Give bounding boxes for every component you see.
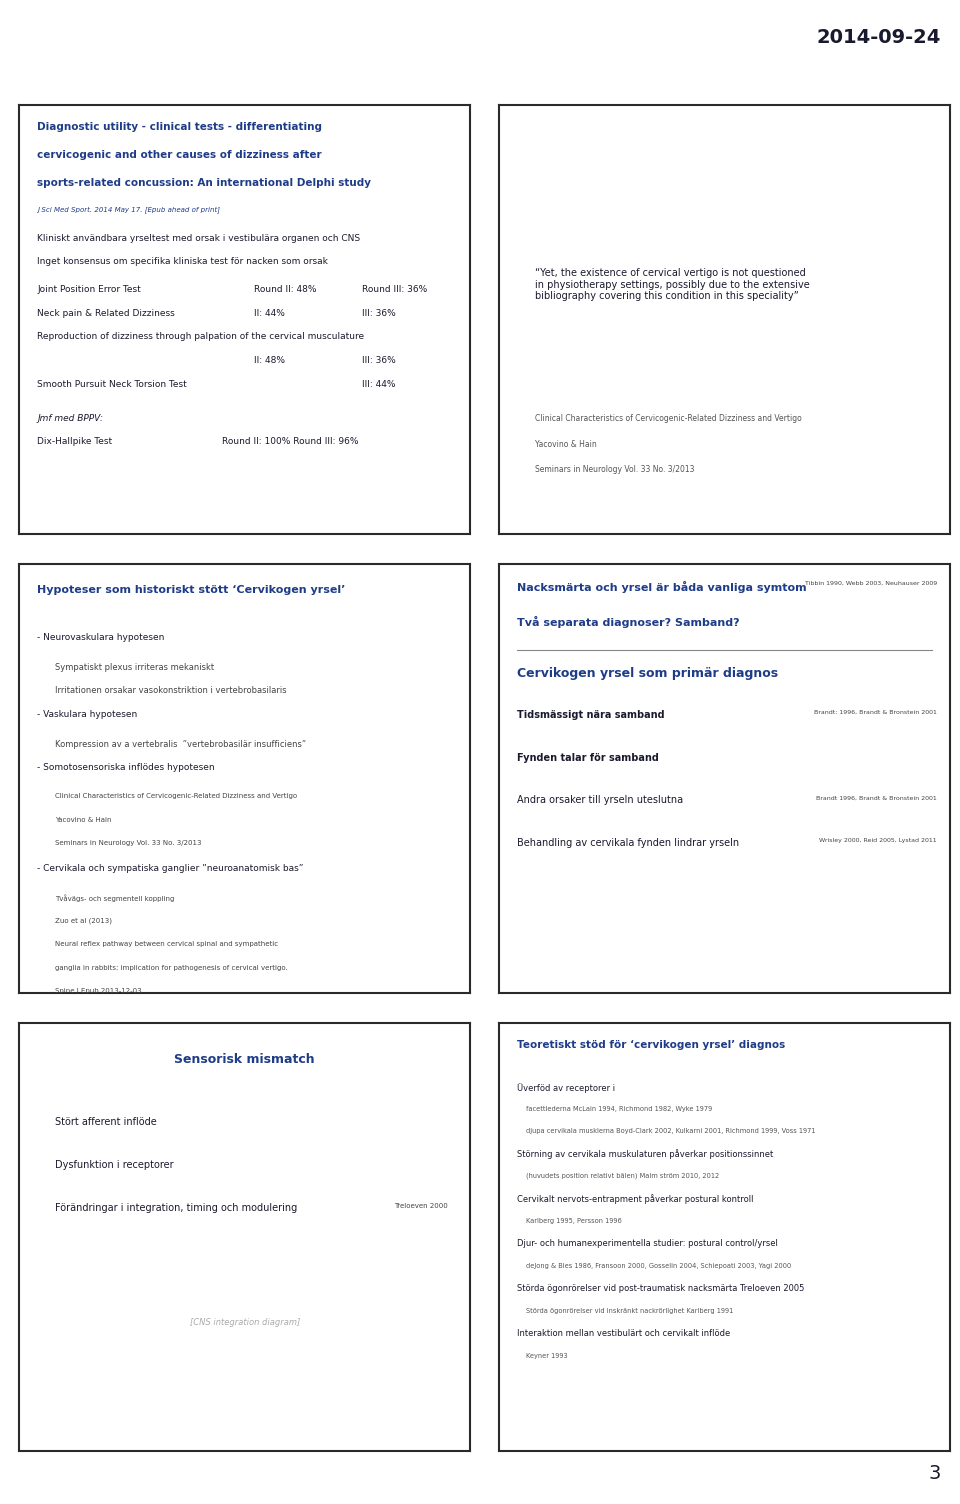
Text: Zuo et al (2013): Zuo et al (2013) (56, 917, 112, 923)
Text: Nacksmärta och yrsel är båda vanliga symtom: Nacksmärta och yrsel är båda vanliga sym… (517, 581, 806, 593)
Text: Treloeven 2000: Treloeven 2000 (395, 1203, 447, 1209)
Text: facettlederna McLain 1994, Richmond 1982, Wyke 1979: facettlederna McLain 1994, Richmond 1982… (526, 1107, 712, 1113)
Text: Fynden talar för samband: Fynden talar för samband (517, 752, 660, 763)
Text: djupa cervikala musklerna Boyd-Clark 2002, Kulkarni 2001, Richmond 1999, Voss 19: djupa cervikala musklerna Boyd-Clark 200… (526, 1128, 816, 1134)
Text: Round II: 100% Round III: 96%: Round II: 100% Round III: 96% (222, 438, 359, 447)
Text: III: 44%: III: 44% (362, 379, 396, 388)
Text: Round II: 48%: Round II: 48% (253, 286, 317, 295)
Text: II: 48%: II: 48% (253, 356, 285, 365)
Text: Keyner 1993: Keyner 1993 (526, 1352, 568, 1358)
Text: Kliniskt användbara yrseltest med orsak i vestibulära organen och CNS: Kliniskt användbara yrseltest med orsak … (37, 235, 360, 242)
Text: ganglia in rabbits: implication for pathogenesis of cervical vertigo.: ganglia in rabbits: implication for path… (56, 964, 288, 970)
Text: Neck pain & Related Dizziness: Neck pain & Related Dizziness (37, 308, 175, 317)
Text: Brandt: 1996, Brandt & Bronstein 2001: Brandt: 1996, Brandt & Bronstein 2001 (814, 710, 937, 714)
Text: Kompression av a vertebralis  ”vertebrobasilär insufficiens”: Kompression av a vertebralis ”vertebroba… (56, 740, 306, 749)
Text: J Sci Med Sport. 2014 May 17. [Epub ahead of print]: J Sci Med Sport. 2014 May 17. [Epub ahea… (37, 206, 220, 214)
Text: III: 36%: III: 36% (362, 308, 396, 317)
Text: Två separata diagnoser? Samband?: Två separata diagnoser? Samband? (517, 615, 740, 627)
Text: Üverföd av receptorer i: Üverföd av receptorer i (517, 1083, 615, 1092)
Text: cervicogenic and other causes of dizziness after: cervicogenic and other causes of dizzine… (37, 150, 322, 161)
Text: Cervikogen yrsel som primär diagnos: Cervikogen yrsel som primär diagnos (517, 666, 779, 680)
Text: Inget konsensus om specifika kliniska test för nacken som orsak: Inget konsensus om specifika kliniska te… (37, 257, 328, 266)
Text: Round III: 36%: Round III: 36% (362, 286, 427, 295)
Text: Yacovino & Hain: Yacovino & Hain (536, 439, 597, 448)
Text: Jmf med BPPV:: Jmf med BPPV: (37, 414, 104, 423)
Text: Seminars in Neurology Vol. 33 No. 3/2013: Seminars in Neurology Vol. 33 No. 3/2013 (56, 841, 202, 847)
Text: Wrisley 2000, Reid 2005, Lystad 2011: Wrisley 2000, Reid 2005, Lystad 2011 (819, 838, 937, 844)
Text: (huvudets position relativt bälen) Malm ström 2010, 2012: (huvudets position relativt bälen) Malm … (526, 1173, 720, 1179)
Text: - Somotosensoriska inflödes hypotesen: - Somotosensoriska inflödes hypotesen (37, 764, 215, 773)
Text: Clinical Characteristics of Cervicogenic-Related Dizziness and Vertigo: Clinical Characteristics of Cervicogenic… (56, 793, 298, 799)
Text: 2014-09-24: 2014-09-24 (816, 29, 941, 47)
Text: Yacovino & Hain: Yacovino & Hain (56, 817, 111, 823)
Text: Stört afferent inflöde: Stört afferent inflöde (56, 1117, 157, 1126)
Text: Karlberg 1995, Persson 1996: Karlberg 1995, Persson 1996 (526, 1218, 622, 1224)
Text: Smooth Pursuit Neck Torsion Test: Smooth Pursuit Neck Torsion Test (37, 379, 187, 388)
Text: Seminars in Neurology Vol. 33 No. 3/2013: Seminars in Neurology Vol. 33 No. 3/2013 (536, 465, 695, 474)
Text: Clinical Characteristics of Cervicogenic-Related Dizziness and Vertigo: Clinical Characteristics of Cervicogenic… (536, 414, 802, 423)
Text: Reproduction of dizziness through palpation of the cervical musculature: Reproduction of dizziness through palpat… (37, 332, 365, 341)
Text: Brandt 1996, Brandt & Bronstein 2001: Brandt 1996, Brandt & Bronstein 2001 (816, 796, 937, 800)
Text: 3: 3 (928, 1465, 941, 1483)
Text: Störda ögonrörelser vid inskränkt nackrörlighet Karlberg 1991: Störda ögonrörelser vid inskränkt nackrö… (526, 1308, 733, 1314)
Text: Interaktion mellan vestibulärt och cervikalt inflöde: Interaktion mellan vestibulärt och cervi… (517, 1330, 731, 1339)
Text: Andra orsaker till yrseln uteslutna: Andra orsaker till yrseln uteslutna (517, 796, 684, 806)
Text: deJong & Bles 1986, Fransoon 2000, Gosselin 2004, Schiepoati 2003, Yagi 2000: deJong & Bles 1986, Fransoon 2000, Gosse… (526, 1263, 792, 1269)
Text: Sensorisk mismatch: Sensorisk mismatch (175, 1053, 315, 1066)
Text: Tvåvägs- och segmentell koppling: Tvåvägs- och segmentell koppling (56, 893, 175, 902)
Text: Teoretiskt stöd för ‘cervikogen yrsel’ diagnos: Teoretiskt stöd för ‘cervikogen yrsel’ d… (517, 1039, 785, 1050)
Text: - Neurovaskulara hypotesen: - Neurovaskulara hypotesen (37, 633, 164, 642)
Text: [CNS integration diagram]: [CNS integration diagram] (190, 1319, 300, 1327)
Text: Diagnostic utility - clinical tests - differentiating: Diagnostic utility - clinical tests - di… (37, 122, 323, 132)
Text: Neural reflex pathway between cervical spinal and sympathetic: Neural reflex pathway between cervical s… (56, 942, 278, 948)
Text: “Yet, the existence of cervical vertigo is not questioned
in physiotherapy setti: “Yet, the existence of cervical vertigo … (536, 268, 810, 301)
Text: - Vaskulara hypotesen: - Vaskulara hypotesen (37, 710, 137, 719)
Text: sports-related concussion: An international Delphi study: sports-related concussion: An internatio… (37, 177, 372, 188)
Text: Hypoteser som historiskt stött ‘Cervikogen yrsel’: Hypoteser som historiskt stött ‘Cervikog… (37, 585, 346, 596)
Text: Cervikalt nervots-entrapment påverkar postural kontroll: Cervikalt nervots-entrapment påverkar po… (517, 1194, 754, 1205)
Text: Behandling av cervikala fynden lindrar yrseln: Behandling av cervikala fynden lindrar y… (517, 838, 739, 848)
Text: Tibbin 1990, Webb 2003, Neuhauser 2009: Tibbin 1990, Webb 2003, Neuhauser 2009 (804, 581, 937, 587)
Text: Djur- och humanexperimentella studier: postural control/yrsel: Djur- och humanexperimentella studier: p… (517, 1239, 779, 1248)
Text: Tidsmässigt nära samband: Tidsmässigt nära samband (517, 710, 665, 720)
Text: Dysfunktion i receptorer: Dysfunktion i receptorer (56, 1160, 174, 1170)
Text: - Cervikala och sympatiska ganglier ”neuroanatomisk bas”: - Cervikala och sympatiska ganglier ”neu… (37, 863, 303, 872)
Text: Förändringar i integration, timing och modulering: Förändringar i integration, timing och m… (56, 1203, 298, 1212)
Text: Spine J Epub 2013-12-03: Spine J Epub 2013-12-03 (56, 988, 142, 994)
Text: Störda ögonrörelser vid post-traumatisk nacksmärta Treloeven 2005: Störda ögonrörelser vid post-traumatisk … (517, 1284, 804, 1293)
Text: Irritationen orsakar vasokonstriktion i vertebrobasilaris: Irritationen orsakar vasokonstriktion i … (56, 686, 287, 695)
Text: Joint Position Error Test: Joint Position Error Test (37, 286, 141, 295)
Text: III: 36%: III: 36% (362, 356, 396, 365)
Text: Sympatiskt plexus irriteras mekaniskt: Sympatiskt plexus irriteras mekaniskt (56, 663, 214, 672)
Text: Störning av cervikala muskulaturen påverkar positionssinnet: Störning av cervikala muskulaturen påver… (517, 1149, 774, 1160)
Text: II: 44%: II: 44% (253, 308, 285, 317)
Text: Dix-Hallpike Test: Dix-Hallpike Test (37, 438, 112, 447)
